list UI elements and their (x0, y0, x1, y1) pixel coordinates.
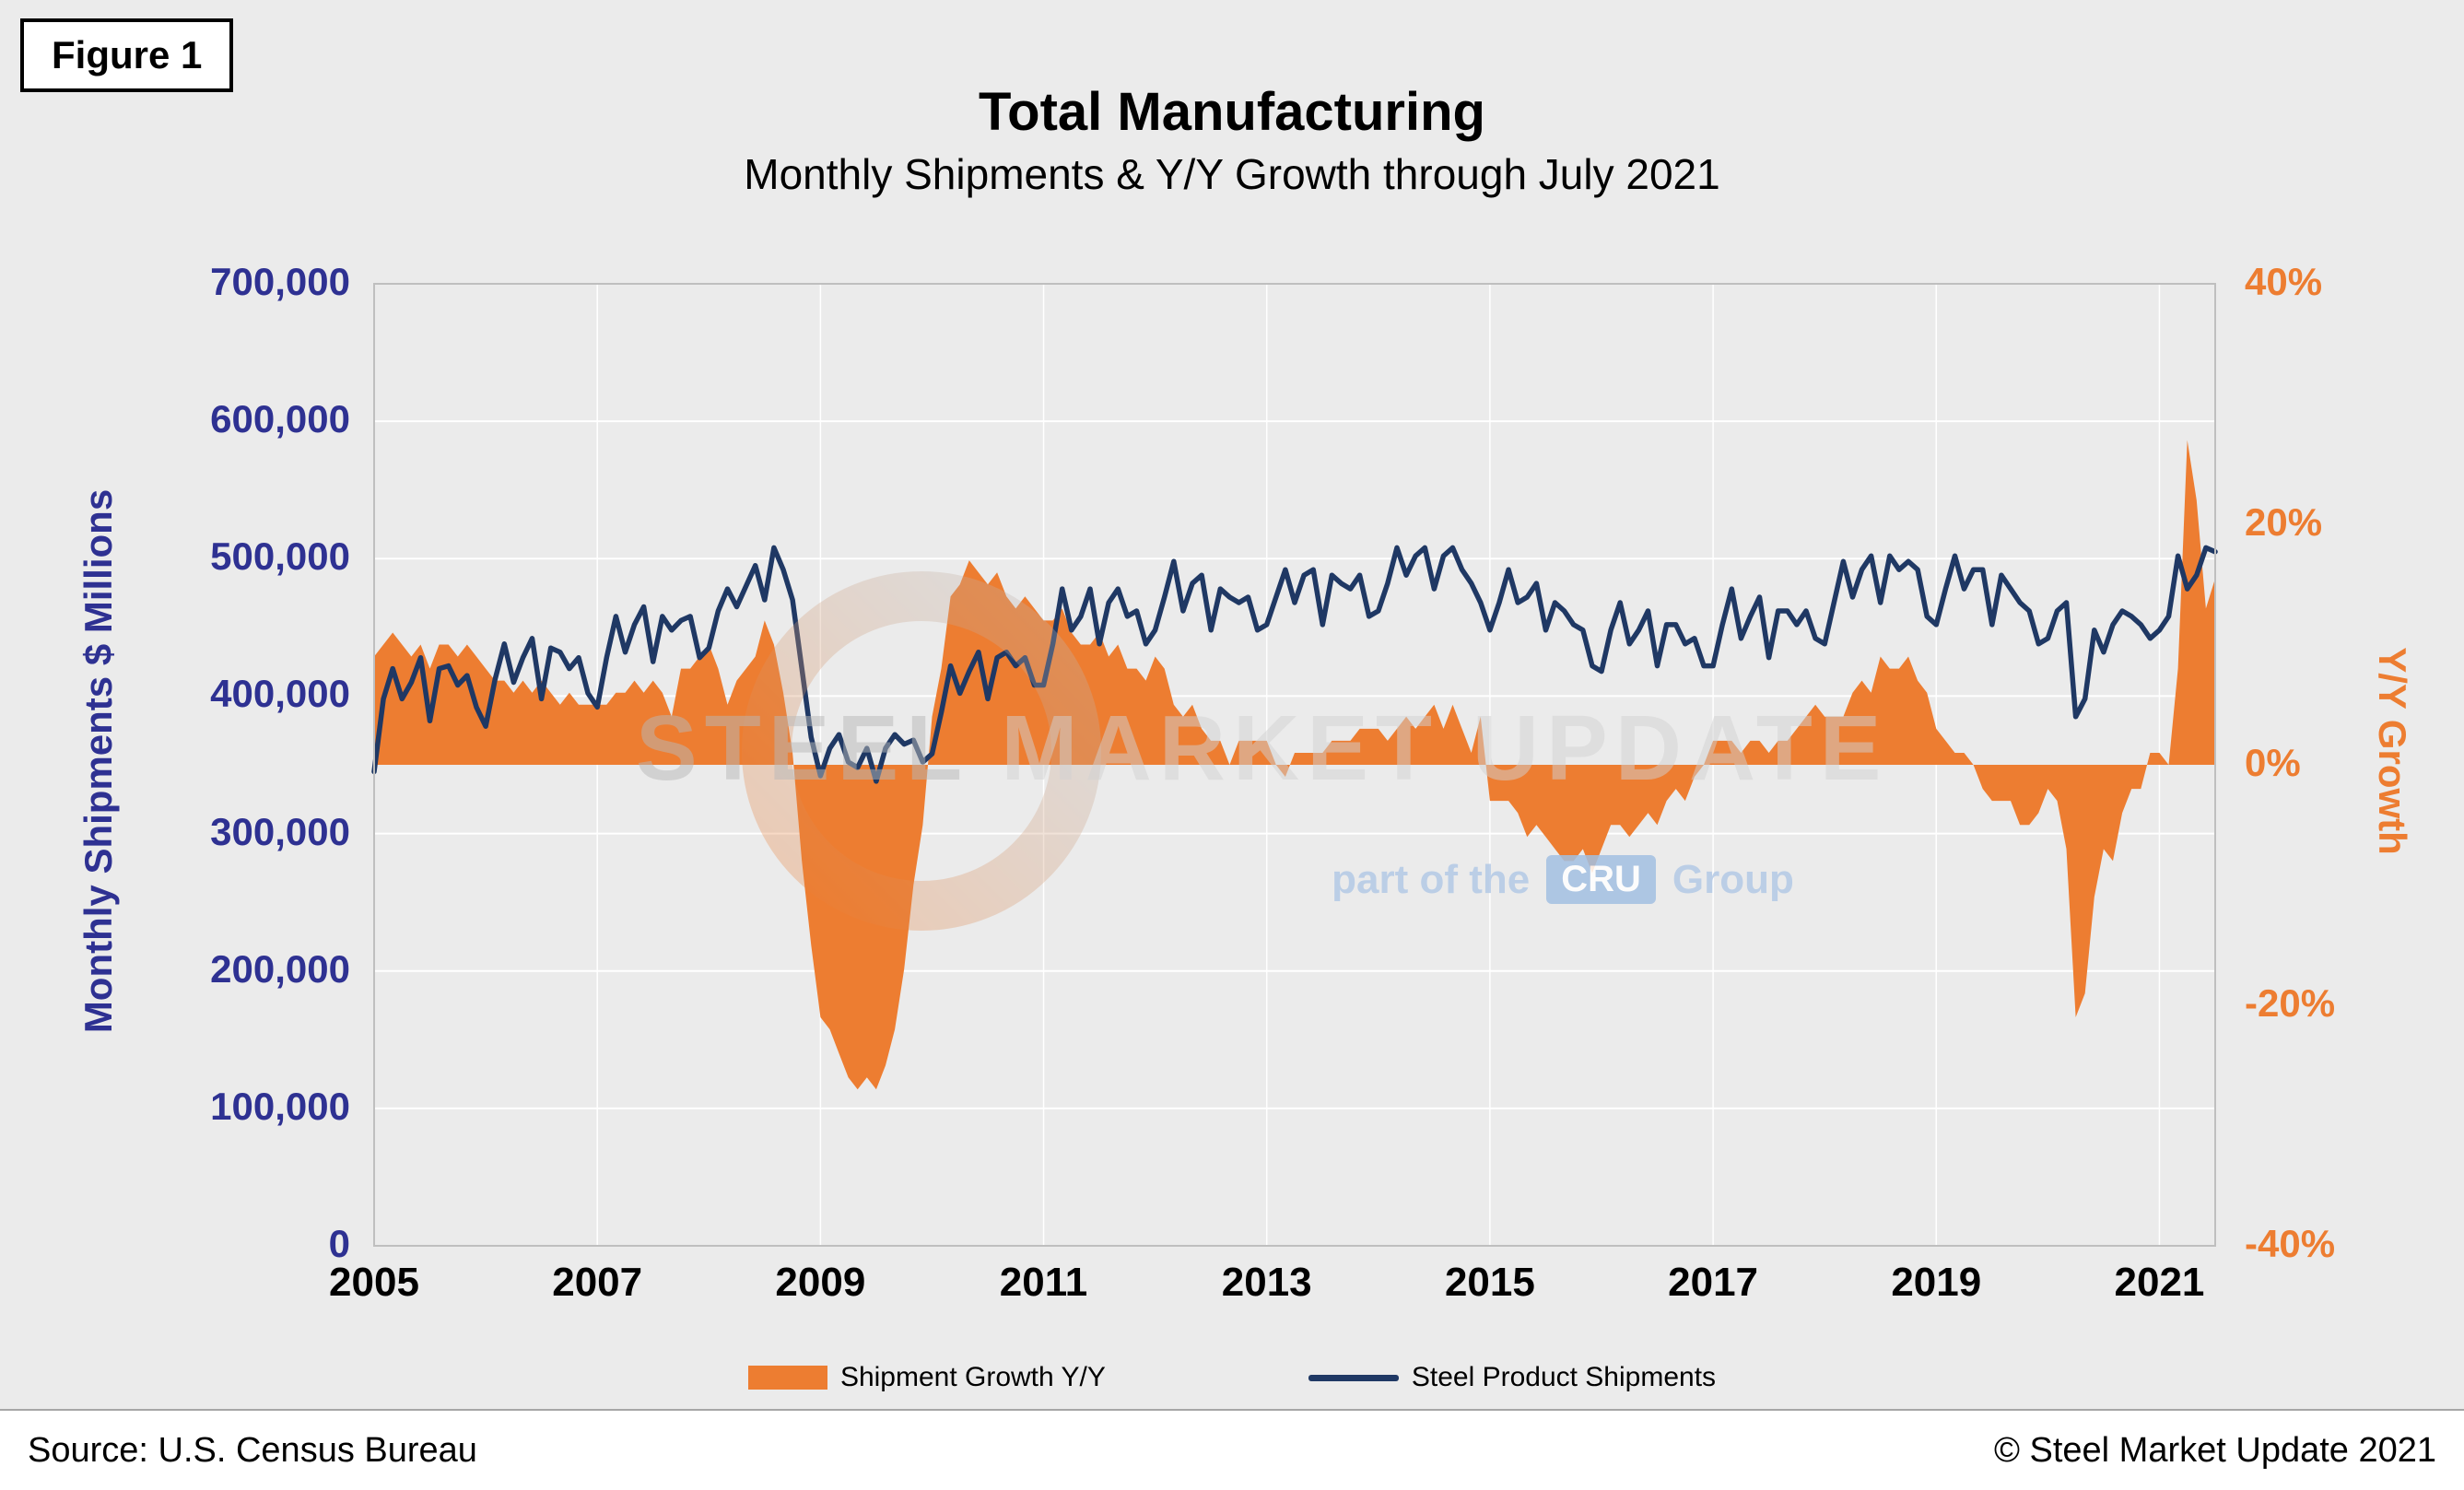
left-axis-tick: 200,000 (210, 946, 350, 991)
legend-label-shipments: Steel Product Shipments (1411, 1362, 1717, 1392)
legend-item-shipments: Steel Product Shipments (1308, 1362, 1716, 1393)
legend: Shipment Growth Y/Y Steel Product Shipme… (0, 1362, 2464, 1393)
right-axis-tick: 0% (2245, 741, 2301, 784)
chart-plot (371, 283, 2218, 1247)
x-axis-tick: 2021 (2114, 1260, 2205, 1305)
right-axis-tick: 20% (2245, 500, 2323, 544)
x-axis-tick: 2007 (552, 1260, 643, 1305)
figure-label-text: Figure 1 (52, 33, 203, 76)
legend-item-growth: Shipment Growth Y/Y (747, 1362, 1106, 1393)
left-axis-tick: 500,000 (210, 534, 350, 579)
right-axis-tick: -20% (2245, 981, 2336, 1025)
right-axis-tick: 40% (2245, 260, 2323, 303)
left-axis-title: Monthly Shipments $ Millions (76, 488, 120, 1034)
source-text: Source: U.S. Census Bureau (28, 1430, 477, 1470)
left-axis-tick: 400,000 (210, 672, 350, 716)
legend-label-growth: Shipment Growth Y/Y (839, 1362, 1106, 1392)
figure-label: Figure 1 (20, 18, 234, 92)
right-axis-tick: -40% (2245, 1222, 2336, 1265)
x-axis-tick: 2011 (999, 1260, 1088, 1305)
x-axis-tick: 2013 (1221, 1260, 1312, 1305)
x-axis-tick: 2005 (329, 1260, 419, 1305)
chart-canvas: STEEL MARKET UPDATE part of the CRU Grou… (0, 0, 2464, 1409)
left-axis-tick: 300,000 (210, 809, 350, 853)
left-axis-tick: 700,000 (210, 260, 350, 303)
x-axis-tick: 2009 (775, 1260, 866, 1305)
left-axis-tick: 100,000 (210, 1084, 350, 1128)
legend-area-swatch-icon (747, 1366, 827, 1390)
x-axis-tick: 2015 (1444, 1260, 1535, 1305)
copyright-text: © Steel Market Update 2021 (1993, 1430, 2436, 1470)
chart-subtitle: Monthly Shipments & Y/Y Growth through J… (744, 150, 1720, 198)
left-axis-tick: 0 (328, 1222, 350, 1265)
x-axis-tick: 2019 (1891, 1260, 1982, 1305)
footer-bar: Source: U.S. Census Bureau © Steel Marke… (0, 1409, 2464, 1490)
x-axis-tick: 2017 (1668, 1260, 1759, 1305)
legend-line-swatch-icon (1308, 1374, 1399, 1381)
chart-title: Total Manufacturing (979, 82, 1485, 142)
left-axis-tick: 600,000 (210, 397, 350, 441)
